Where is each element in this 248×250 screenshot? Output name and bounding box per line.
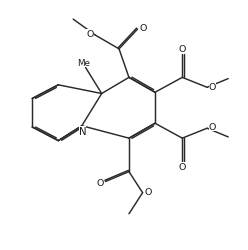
Text: O: O	[209, 123, 216, 132]
Text: O: O	[179, 45, 186, 54]
Text: O: O	[86, 30, 94, 38]
Text: N: N	[79, 127, 86, 137]
Text: O: O	[139, 24, 147, 33]
Text: Me: Me	[77, 58, 90, 67]
Text: O: O	[209, 82, 216, 91]
Text: O: O	[96, 178, 104, 188]
Text: O: O	[144, 187, 152, 196]
Text: O: O	[179, 162, 186, 172]
